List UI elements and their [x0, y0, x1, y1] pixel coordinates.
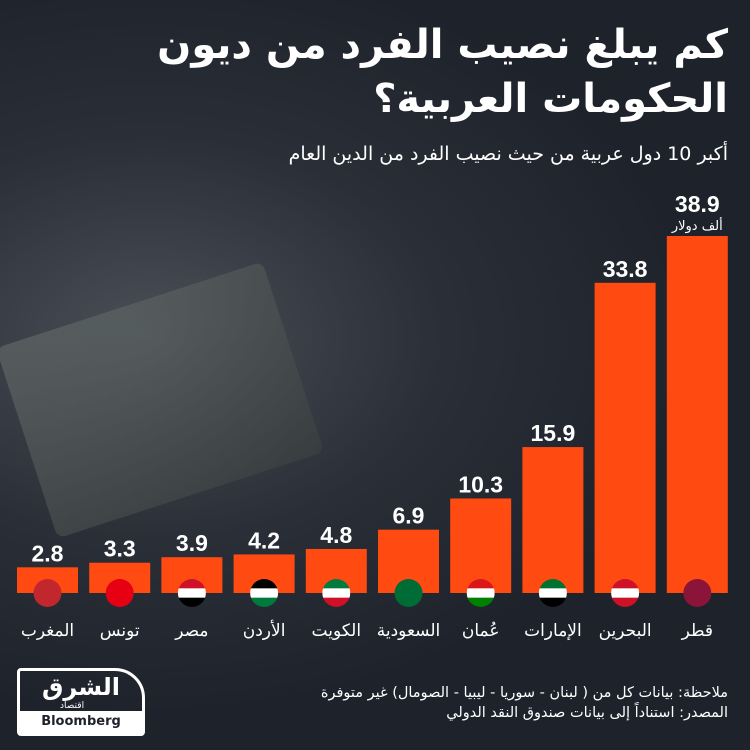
source-text: المصدر: استناداً إلى بيانات صندوق النقد … [446, 705, 728, 721]
asharq-bloomberg-logo: الشرق اقتصاد Bloomberg [17, 668, 145, 736]
category-label: الأردن [243, 620, 286, 641]
data-label: 2.8 [32, 540, 64, 566]
chart-title: كم يبلغ نصيب الفرد من ديون الحكومات العر… [157, 22, 728, 122]
data-label: 4.8 [320, 522, 352, 548]
category-label: المغرب [21, 621, 74, 641]
bahrain-flag-icon [611, 579, 640, 607]
logo-arabic-sub: اقتصاد [60, 701, 85, 711]
qatar-flag-icon [683, 579, 712, 607]
kuwait-flag-icon [322, 579, 351, 607]
tunisia-flag-icon [105, 579, 134, 607]
category-label: قطر [681, 621, 713, 641]
saudi-flag-icon [394, 579, 423, 607]
egypt-flag-icon [177, 579, 206, 607]
category-label: عُمان [462, 621, 500, 641]
data-label: 33.8 [603, 256, 648, 282]
data-label: 38.9 [675, 191, 720, 217]
bar [450, 498, 512, 593]
uae-flag-icon [538, 579, 567, 607]
data-label: 6.9 [393, 503, 425, 529]
category-label: السعودية [377, 621, 440, 641]
data-label: 4.2 [248, 527, 280, 553]
oman-flag-icon [466, 579, 495, 607]
category-label: البحرين [599, 621, 652, 641]
footnote: ملاحظة: بيانات كل من ( لبنان - سوريا - ل… [321, 683, 728, 723]
logo-bloomberg: Bloomberg [20, 711, 142, 733]
morocco-flag-icon [33, 579, 62, 607]
category-label: تونس [100, 621, 140, 641]
bar [594, 282, 656, 593]
category-label: الإمارات [524, 621, 582, 641]
category-label: مصر [174, 621, 208, 641]
data-label: 10.3 [458, 471, 503, 497]
logo-arabic: الشرق [41, 673, 121, 701]
data-label: 3.9 [176, 530, 208, 556]
data-label: 15.9 [531, 420, 576, 446]
jordan-flag-icon [250, 579, 279, 607]
bar [666, 236, 728, 593]
chart-subtitle: أكبر 10 دول عربية من حيث نصيب الفرد من ا… [288, 143, 728, 165]
bar [522, 447, 584, 593]
note-text: ملاحظة: بيانات كل من ( لبنان - سوريا - ل… [320, 685, 728, 701]
data-label: 3.3 [104, 536, 136, 562]
category-label: الكويت [312, 621, 362, 641]
unit-label: ألف دولار [671, 217, 723, 234]
